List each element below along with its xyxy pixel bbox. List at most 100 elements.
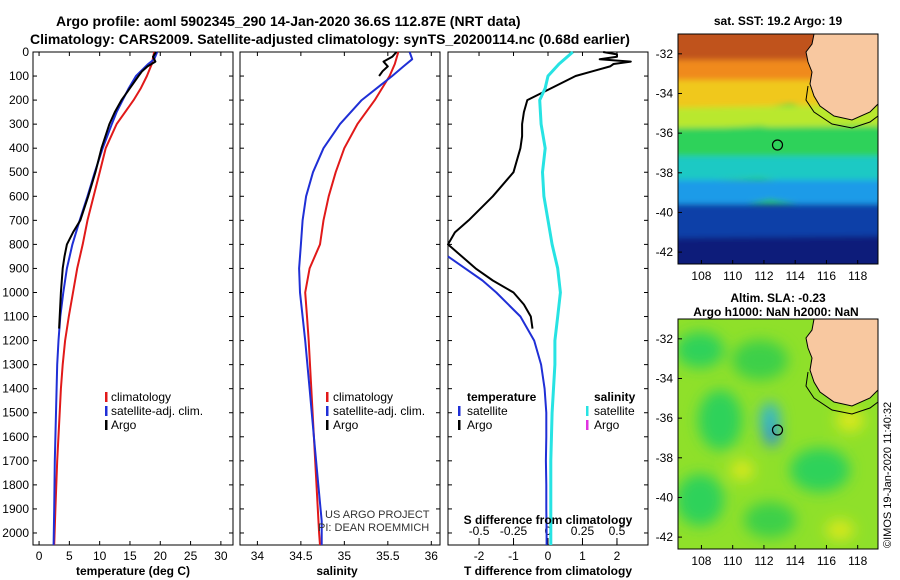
credit-project: US ARGO PROJECT bbox=[325, 509, 430, 521]
depth-tick-label: 1000 bbox=[2, 285, 29, 299]
lon-tick-label: 114 bbox=[786, 554, 805, 568]
s-diff-tick-label: -0.5 bbox=[469, 524, 490, 538]
legend-s-satellite-label: satellite bbox=[594, 404, 635, 418]
legend-t-satellite-label: satellite bbox=[467, 404, 508, 418]
sst-map-panel: sat. SST: 19.2 Argo: 19 108 110 112 114 116 1… bbox=[656, 14, 879, 283]
s-diff-tick-label: -0.25 bbox=[500, 524, 528, 538]
depth-tick-label: 300 bbox=[9, 117, 29, 131]
legend-climatology-swatch bbox=[326, 392, 329, 402]
lat-tick-label: -40 bbox=[656, 205, 674, 219]
lat-tick-label: -36 bbox=[656, 126, 674, 140]
x-tick-label: 0 bbox=[36, 549, 43, 563]
x-tick-label: 5 bbox=[66, 549, 73, 563]
s-diff-tick-label: 0 bbox=[545, 524, 552, 538]
lat-tick-label: -34 bbox=[656, 86, 674, 100]
lat-tick-label: -42 bbox=[656, 530, 674, 544]
depth-tick-label: 2000 bbox=[2, 526, 29, 540]
sla-blobs bbox=[678, 332, 864, 540]
legend-argo-swatch bbox=[326, 420, 329, 430]
temperature-panel: 0100200300400500600700800900100011001200… bbox=[2, 45, 234, 578]
sla-map-frame bbox=[677, 318, 879, 550]
temperature-x-label: temperature (deg C) bbox=[76, 564, 190, 578]
lat-tick-label: -38 bbox=[656, 451, 674, 465]
x-tick-label: 2 bbox=[614, 549, 621, 563]
lon-tick-label: 118 bbox=[848, 269, 867, 283]
legend-satellite-swatch bbox=[105, 406, 108, 416]
figure-title-line1: Argo profile: aoml 5902345_290 14-Jan-20… bbox=[56, 13, 521, 29]
legend-t-satellite-swatch bbox=[458, 406, 461, 416]
legend-argo-swatch bbox=[105, 420, 108, 430]
x-tick-label: 34 bbox=[251, 549, 265, 563]
series-argo-line bbox=[378, 51, 398, 77]
imos-timestamp: ©IMOS 19-Jan-2020 11:40:32 bbox=[882, 402, 894, 548]
legend-t-argo-label: Argo bbox=[467, 418, 493, 432]
legend-climatology-label: climatology bbox=[111, 390, 171, 404]
sla-map-title: Altim. SLA: -0.23 bbox=[730, 291, 826, 305]
lon-tick-label: 108 bbox=[691, 269, 711, 283]
legend-satellite-label: satellite-adj. clim. bbox=[111, 404, 203, 418]
lon-tick-label: 112 bbox=[754, 554, 773, 568]
sla-land bbox=[805, 319, 878, 407]
s-difference-axis-label: S difference from climatology bbox=[464, 513, 633, 527]
depth-tick-label: 1100 bbox=[3, 310, 29, 324]
sst-map-frame bbox=[677, 33, 879, 265]
x-tick-label: 35.5 bbox=[376, 549, 400, 563]
series-climatology-line bbox=[53, 51, 156, 546]
sst-map-title: sat. SST: 19.2 Argo: 19 bbox=[714, 14, 843, 28]
lon-tick-label: 108 bbox=[691, 554, 711, 568]
x-tick-label: 35 bbox=[338, 549, 352, 563]
lon-tick-label: 112 bbox=[754, 269, 773, 283]
legend-temperature-heading: temperature bbox=[467, 390, 537, 404]
legend-argo-label: Argo bbox=[333, 418, 359, 432]
sla-argo-position-marker bbox=[771, 424, 784, 436]
depth-tick-label: 100 bbox=[9, 69, 29, 83]
lon-tick-label: 118 bbox=[848, 554, 867, 568]
credit-pi: PI: DEAN ROEMMICH bbox=[318, 522, 429, 534]
temperature-plot-frame bbox=[32, 51, 234, 546]
lat-tick-label: -32 bbox=[656, 47, 674, 61]
sla-shelf-contour bbox=[805, 371, 878, 415]
lat-tick-label: -42 bbox=[656, 245, 674, 259]
legend-satellite-swatch bbox=[326, 406, 329, 416]
series-satellite-adj-clim--line bbox=[298, 51, 414, 545]
x-tick-label: 25 bbox=[184, 549, 198, 563]
salinity-x-label: salinity bbox=[316, 564, 358, 578]
legend-satellite-label: satellite-adj. clim. bbox=[333, 404, 425, 418]
depth-tick-label: 600 bbox=[9, 189, 29, 203]
series-argo-line bbox=[58, 51, 157, 329]
legend-salinity-heading: salinity bbox=[594, 390, 636, 404]
s-diff-tick-label: 0.5 bbox=[609, 524, 626, 538]
lat-tick-label: -34 bbox=[656, 371, 674, 385]
depth-tick-label: 1500 bbox=[2, 406, 29, 420]
legend-t-argo-swatch bbox=[458, 420, 461, 430]
x-tick-label: -2 bbox=[474, 549, 485, 563]
depth-tick-label: 1800 bbox=[2, 478, 29, 492]
lat-tick-label: -32 bbox=[656, 332, 674, 346]
x-tick-label: 30 bbox=[214, 549, 228, 563]
temperature-legend: climatology satellite-adj. clim. Argo bbox=[105, 390, 203, 432]
t-difference-x-label: T difference from climatology bbox=[464, 564, 632, 578]
sla-map-panel: Altim. SLA: -0.23 Argo h1000: NaN h2000:… bbox=[656, 291, 894, 568]
difference-panel: -2 -1 0 1 2 -0.5 -0.25 0 0.25 0.5 T difference fr… bbox=[447, 50, 649, 578]
lon-tick-label: 110 bbox=[723, 554, 742, 568]
lon-tick-label: 110 bbox=[723, 269, 742, 283]
series-temperature-satellite-line bbox=[447, 255, 548, 545]
depth-tick-label: 1700 bbox=[2, 454, 29, 468]
depth-tick-label: 400 bbox=[9, 141, 29, 155]
x-tick-label: 10 bbox=[93, 549, 107, 563]
sla-field bbox=[678, 319, 878, 549]
depth-tick-label: 1900 bbox=[2, 502, 29, 516]
x-tick-label: 20 bbox=[154, 549, 168, 563]
lat-tick-label: -36 bbox=[656, 411, 674, 425]
depth-tick-label: 200 bbox=[9, 93, 29, 107]
lat-tick-label: -38 bbox=[656, 166, 674, 180]
depth-tick-label: 1200 bbox=[2, 334, 29, 348]
figure-title-line2: Climatology: CARS2009. Satellite-adjuste… bbox=[30, 31, 630, 47]
sst-land bbox=[805, 34, 878, 121]
sst-field bbox=[678, 34, 878, 264]
depth-tick-label: 1400 bbox=[2, 382, 29, 396]
depth-tick-label: 1600 bbox=[2, 430, 29, 444]
series-salinity-satellite-line bbox=[538, 50, 574, 545]
depth-tick-label: 800 bbox=[9, 237, 29, 251]
